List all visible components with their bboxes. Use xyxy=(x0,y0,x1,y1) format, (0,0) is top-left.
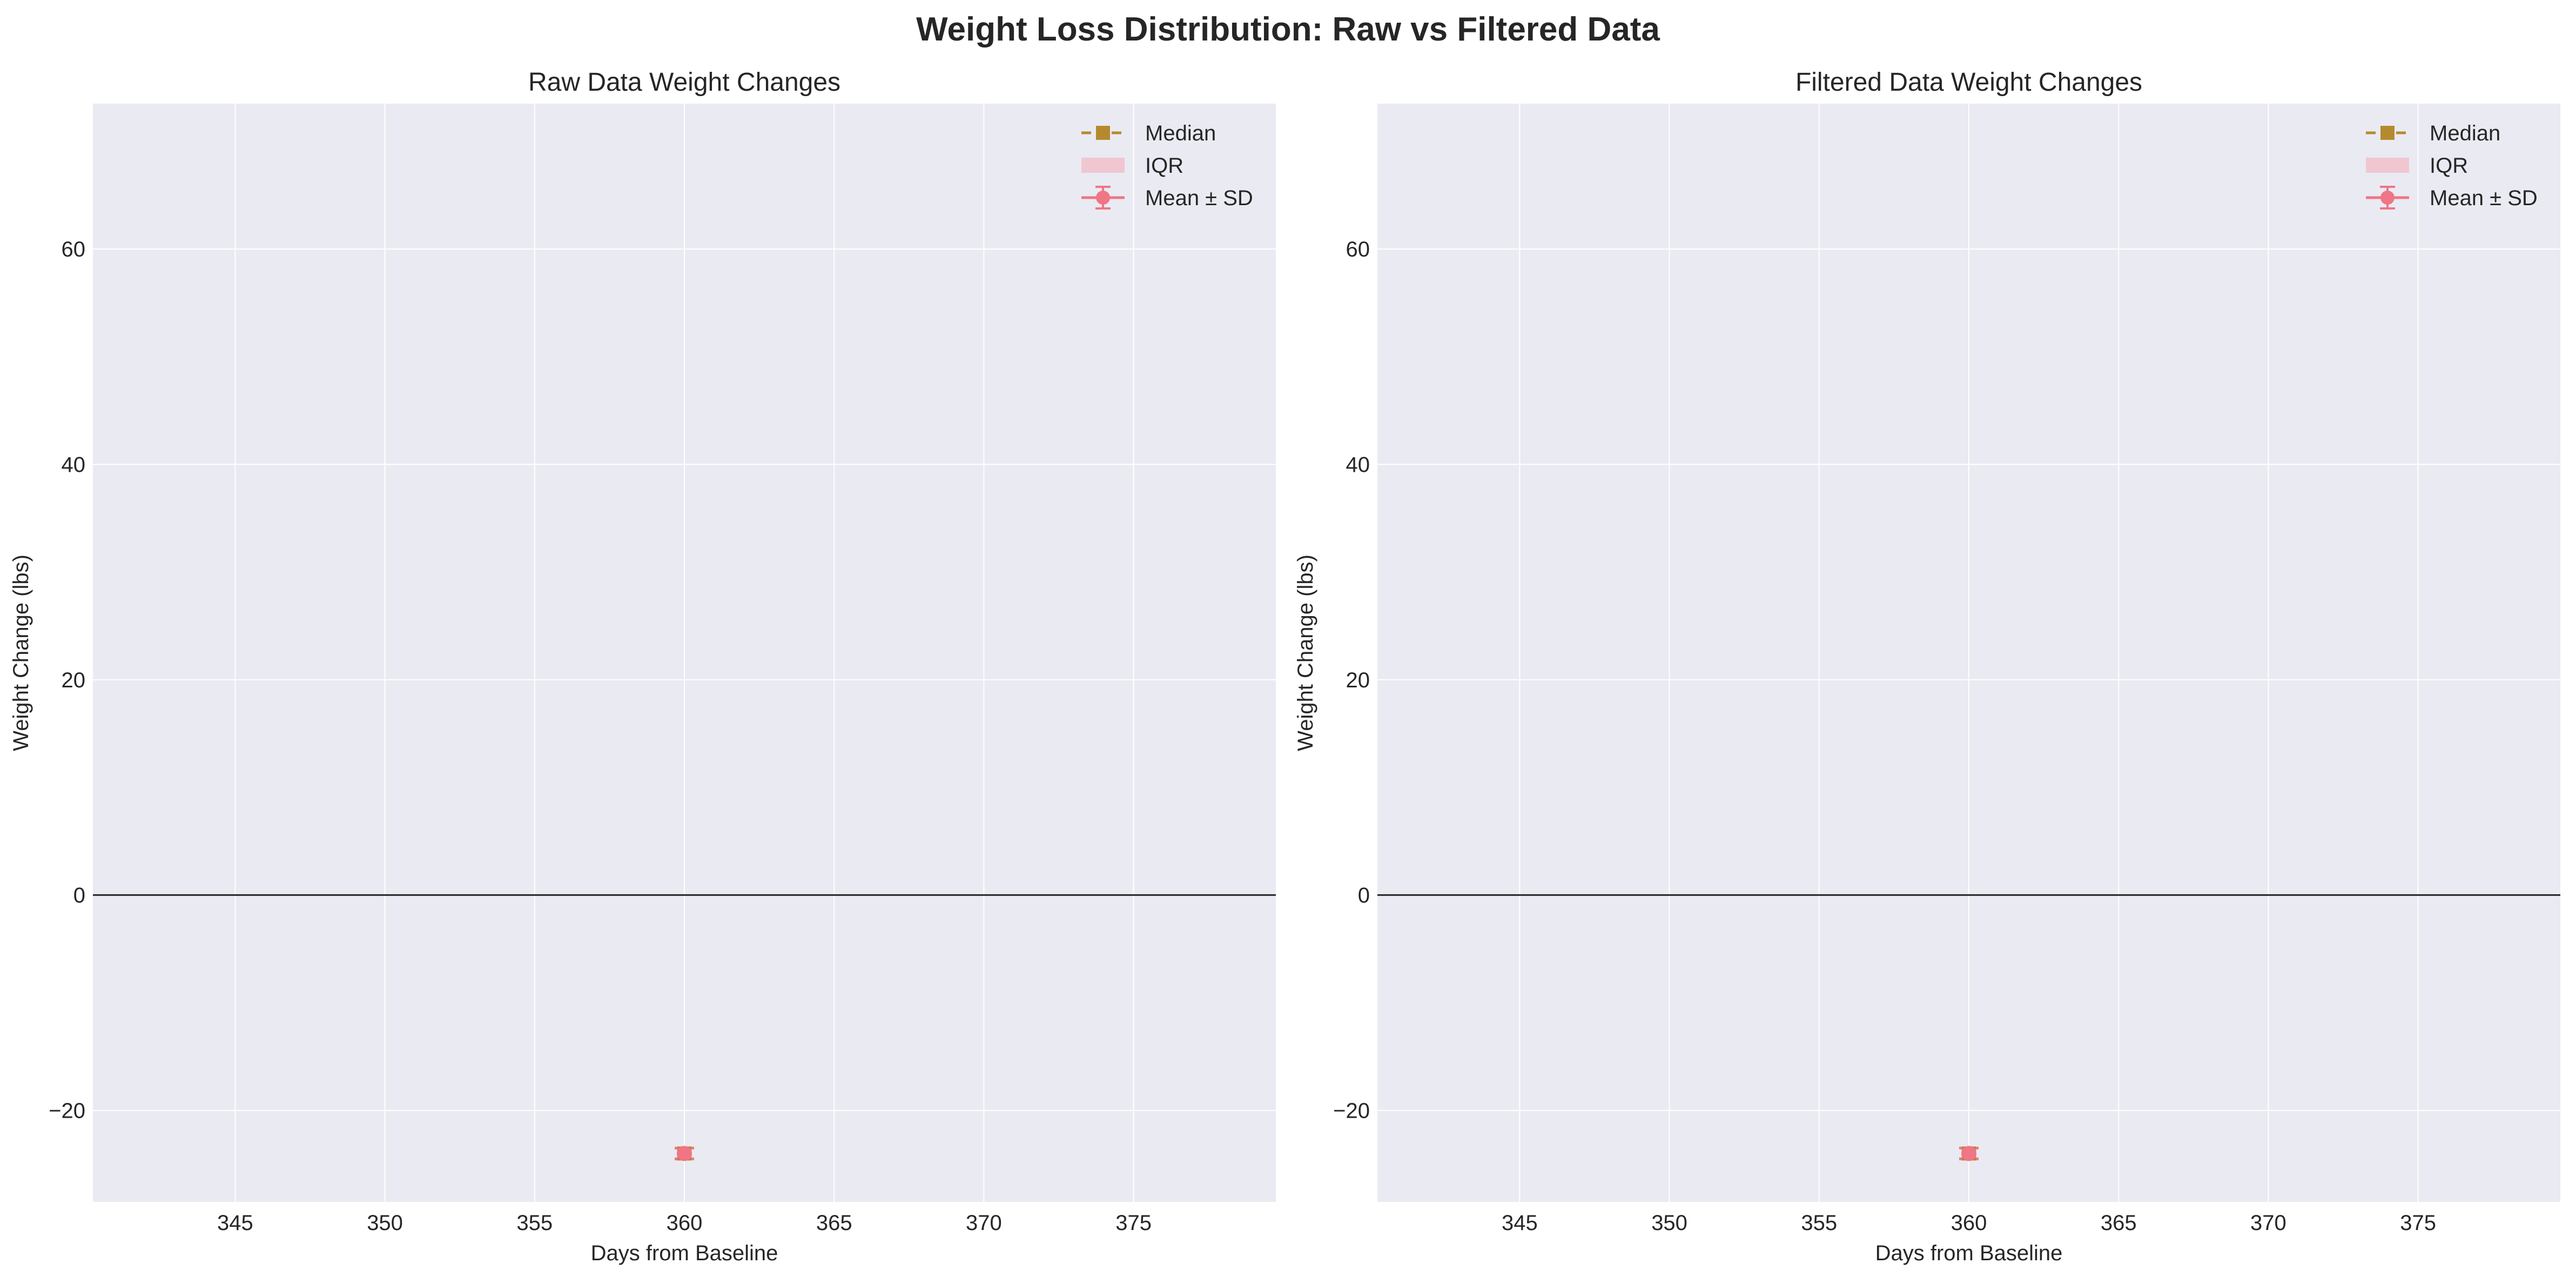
x-tick-label: 375 xyxy=(2400,1211,2436,1235)
legend-median-marker xyxy=(2380,126,2395,140)
legend-iqr-patch xyxy=(2366,158,2409,173)
legend-label: Median xyxy=(1145,121,1216,145)
legend: Median IQR Mean ± SD xyxy=(1081,121,1253,210)
filtered-data-panel: 345 350 355 360 365 370 375 −20 0 20 40 60 Filtered … xyxy=(1294,68,2560,1265)
x-tick-label: 350 xyxy=(367,1211,403,1235)
raw-data-panel: 345 350 355 360 365 370 375 −20 0 20 40 60 Raw Data … xyxy=(9,68,1276,1265)
mean-marker xyxy=(677,1146,692,1161)
legend-label: Median xyxy=(2430,121,2500,145)
figure-suptitle: Weight Loss Distribution: Raw vs Filtere… xyxy=(916,11,1660,48)
x-tick-label: 365 xyxy=(816,1211,852,1235)
x-tick-label: 360 xyxy=(1951,1211,1987,1235)
y-tick-label: 20 xyxy=(1346,668,1370,692)
legend: Median IQR Mean ± SD xyxy=(2366,121,2538,210)
y-tick-label: 60 xyxy=(1346,238,1370,261)
x-tick-label: 345 xyxy=(217,1211,253,1235)
x-tick-label: 345 xyxy=(1502,1211,1538,1235)
y-axis-label: Weight Change (lbs) xyxy=(1294,555,1317,751)
y-tick-label: 0 xyxy=(1358,884,1370,908)
x-tick-label: 355 xyxy=(1801,1211,1837,1235)
y-axis-label: Weight Change (lbs) xyxy=(9,555,33,751)
y-tick-label: 40 xyxy=(1346,453,1370,477)
legend-label: IQR xyxy=(1145,154,1183,178)
y-tick-label: 20 xyxy=(62,668,86,692)
x-tick-label: 365 xyxy=(2101,1211,2137,1235)
x-tick-label: 370 xyxy=(2250,1211,2286,1235)
x-axis-label: Days from Baseline xyxy=(1875,1241,2063,1265)
x-tick-label: 360 xyxy=(667,1211,703,1235)
x-tick-label: 355 xyxy=(516,1211,553,1235)
legend-iqr-patch xyxy=(1081,158,1125,173)
y-tick-label: 0 xyxy=(73,884,85,908)
panel-title: Raw Data Weight Changes xyxy=(528,68,840,97)
legend-median-marker xyxy=(1096,126,1110,140)
panel-title: Filtered Data Weight Changes xyxy=(1795,68,2142,97)
mean-marker xyxy=(1961,1146,1976,1161)
y-tick-label: 40 xyxy=(62,453,86,477)
y-tick-label: 60 xyxy=(62,238,86,261)
x-tick-label: 370 xyxy=(966,1211,1002,1235)
x-tick-label: 350 xyxy=(1651,1211,1687,1235)
y-tick-label: −20 xyxy=(1333,1099,1370,1123)
y-tick-label: −20 xyxy=(49,1099,85,1123)
legend-mean-marker xyxy=(1096,191,1110,205)
legend-label: Mean ± SD xyxy=(2430,186,2538,210)
x-axis-label: Days from Baseline xyxy=(591,1241,778,1265)
legend-mean-marker xyxy=(2380,191,2395,205)
x-tick-label: 375 xyxy=(1115,1211,1152,1235)
legend-label: IQR xyxy=(2430,154,2468,178)
legend-label: Mean ± SD xyxy=(1145,186,1253,210)
